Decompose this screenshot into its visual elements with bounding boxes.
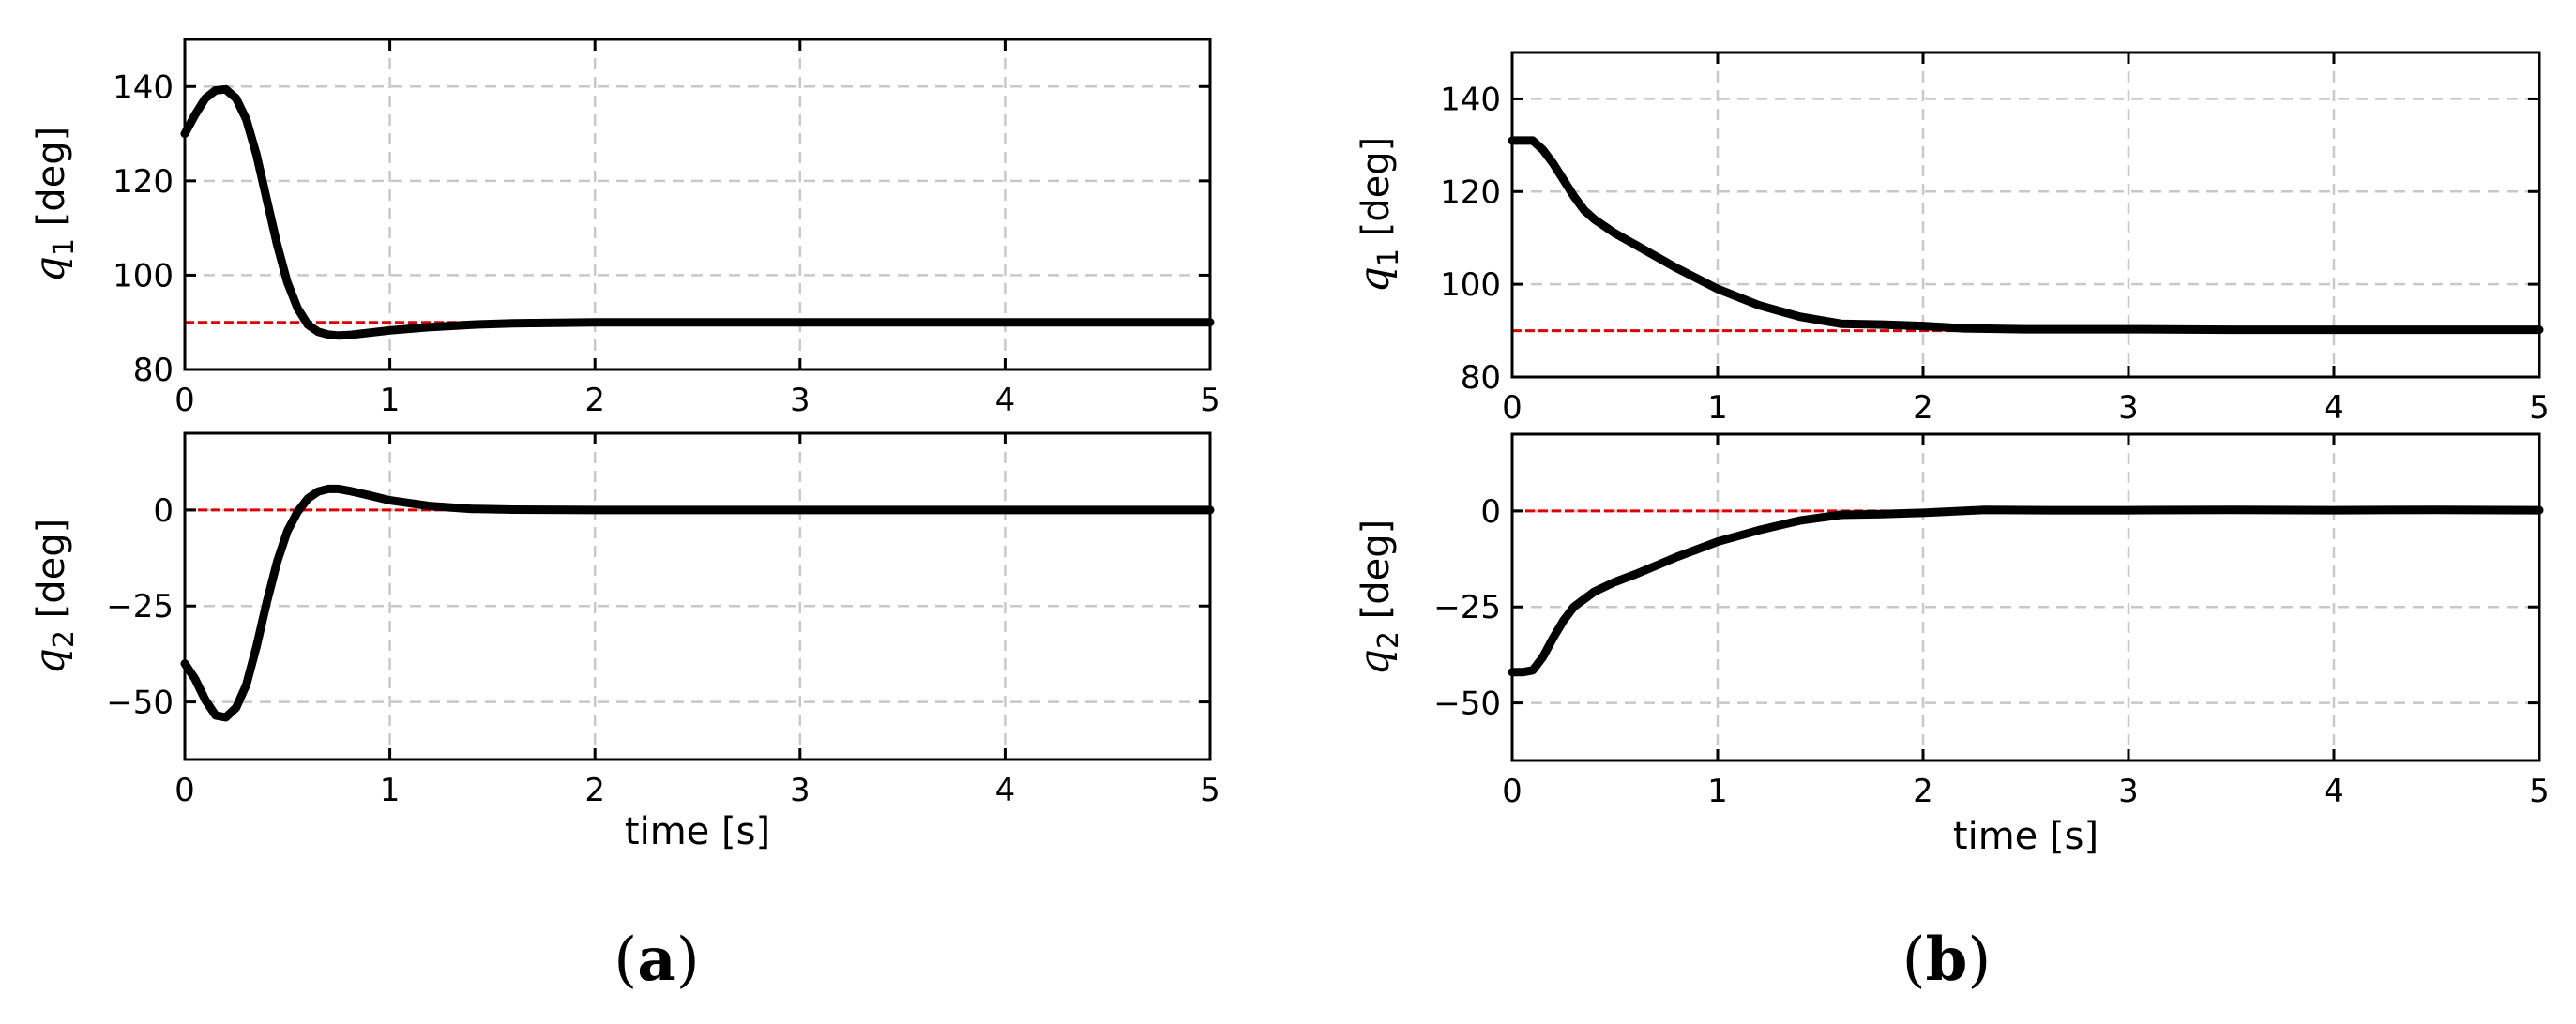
panel-b-label: (b) bbox=[1902, 925, 1992, 995]
panel-b-top-xtick-label-2: 2 bbox=[1913, 389, 1933, 427]
panel-b-top-xtick-label-1: 1 bbox=[1707, 389, 1728, 427]
panel-a-bottom-xtick-label-1: 1 bbox=[380, 772, 401, 809]
panel-b-bottom-xtick-label-1: 1 bbox=[1707, 773, 1728, 810]
panel-b-bottom-series-line-0 bbox=[1508, 505, 2544, 677]
panel-b-q1-plot: 0 1 2 3 4 5 80 100 120 140 q1 [deg] bbox=[1351, 51, 2550, 427]
panel-b-q2-plot: 0 1 2 3 4 5 −50 −25 0 q2 [deg] time [s] bbox=[1351, 432, 2550, 858]
panel-b-bottom-ytick-label-2: 0 bbox=[1480, 493, 1501, 531]
panel-b-top-ytick-label-3: 140 bbox=[1440, 81, 1501, 118]
panel-a-bottom-ytick-label-1: −25 bbox=[106, 588, 174, 625]
panel-b-top-xtick-label-0: 0 bbox=[1502, 389, 1523, 427]
panel-a-top-ytick-label-2: 120 bbox=[113, 163, 174, 201]
panel-a-bottom-axes-frame bbox=[183, 431, 1212, 761]
panel-a-bottom-xtick-label-3: 3 bbox=[790, 772, 811, 809]
panel-b-bottom-ylabel: q2 [deg] bbox=[1351, 520, 1405, 676]
panel-b-top-series-line-0 bbox=[1508, 136, 2544, 335]
panel-b-top-ytick-label-0: 80 bbox=[1461, 359, 1501, 397]
panel-a-top-xtick-label-1: 1 bbox=[380, 382, 401, 419]
panel-b-top-ylabel: q1 [deg] bbox=[1351, 137, 1405, 294]
panel-a-top-ytick-label-1: 100 bbox=[113, 257, 174, 294]
panel-b-bottom-axes-frame bbox=[1510, 432, 2541, 762]
panel-b-bottom-ytick-label-1: −25 bbox=[1433, 589, 1501, 626]
panel-a-bottom-ylabel: q2 [deg] bbox=[26, 519, 81, 675]
panel-a-top-axes-frame bbox=[183, 38, 1212, 371]
panel-b-bottom-xtick-label-5: 5 bbox=[2529, 773, 2550, 810]
panel-a-bottom-xtick-label-0: 0 bbox=[174, 772, 195, 809]
panel-a-q1-plot: 0 1 2 3 4 5 80 100 120 140 q1 [deg] bbox=[26, 38, 1220, 419]
panel-a-bottom-ytick-label-0: −50 bbox=[106, 685, 174, 722]
panel-a-top-xtick-label-0: 0 bbox=[174, 382, 195, 419]
panel-a-bottom-ytick-label-2: 0 bbox=[153, 492, 174, 530]
panel-b-bottom-xtick-label-4: 4 bbox=[2324, 773, 2344, 810]
panel-a-top-xtick-label-2: 2 bbox=[584, 382, 605, 419]
panel-b-bottom-xlabel: time [s] bbox=[1953, 815, 2099, 858]
panel-b-bottom-xtick-label-0: 0 bbox=[1502, 773, 1523, 810]
panel-a-top-xtick-label-5: 5 bbox=[1200, 382, 1220, 419]
panel-b-bottom-ytick-label-0: −50 bbox=[1433, 685, 1501, 723]
panel-a-bottom-xtick-label-2: 2 bbox=[584, 772, 605, 809]
panel-a-bottom-xtick-label-4: 4 bbox=[995, 772, 1016, 809]
panel-b-bottom-xtick-label-2: 2 bbox=[1913, 773, 1933, 810]
panel-a-q2-plot: 0 1 2 3 4 5 −50 −25 0 q2 [deg] time [s] bbox=[26, 431, 1220, 853]
panel-b-top-xtick-label-4: 4 bbox=[2324, 389, 2344, 427]
panel-a-bottom-series-line-0 bbox=[180, 484, 1215, 722]
panel-a-bottom-xtick-label-5: 5 bbox=[1200, 772, 1220, 809]
panel-b-top-xtick-label-5: 5 bbox=[2529, 389, 2550, 427]
panel-a-top-series-line-0 bbox=[180, 84, 1215, 340]
panel-b-top-ytick-label-2: 120 bbox=[1440, 173, 1501, 211]
panel-b-top-ytick-label-1: 100 bbox=[1440, 266, 1501, 304]
panel-a-bottom-xlabel: time [s] bbox=[625, 810, 770, 853]
panel-b-bottom-xtick-label-3: 3 bbox=[2118, 773, 2139, 810]
panel-a-top-xtick-label-4: 4 bbox=[995, 382, 1016, 419]
panel-a-top-ylabel: q1 [deg] bbox=[26, 127, 81, 283]
panel-a-top-xtick-label-3: 3 bbox=[790, 382, 811, 419]
panel-a-top-ytick-label-3: 140 bbox=[113, 68, 174, 106]
panel-b-top-xtick-label-3: 3 bbox=[2118, 389, 2139, 427]
panel-a-top-ytick-label-0: 80 bbox=[133, 352, 174, 389]
panel-b-top-axes-frame bbox=[1510, 51, 2541, 379]
panel-a-label: (a) bbox=[614, 925, 699, 995]
